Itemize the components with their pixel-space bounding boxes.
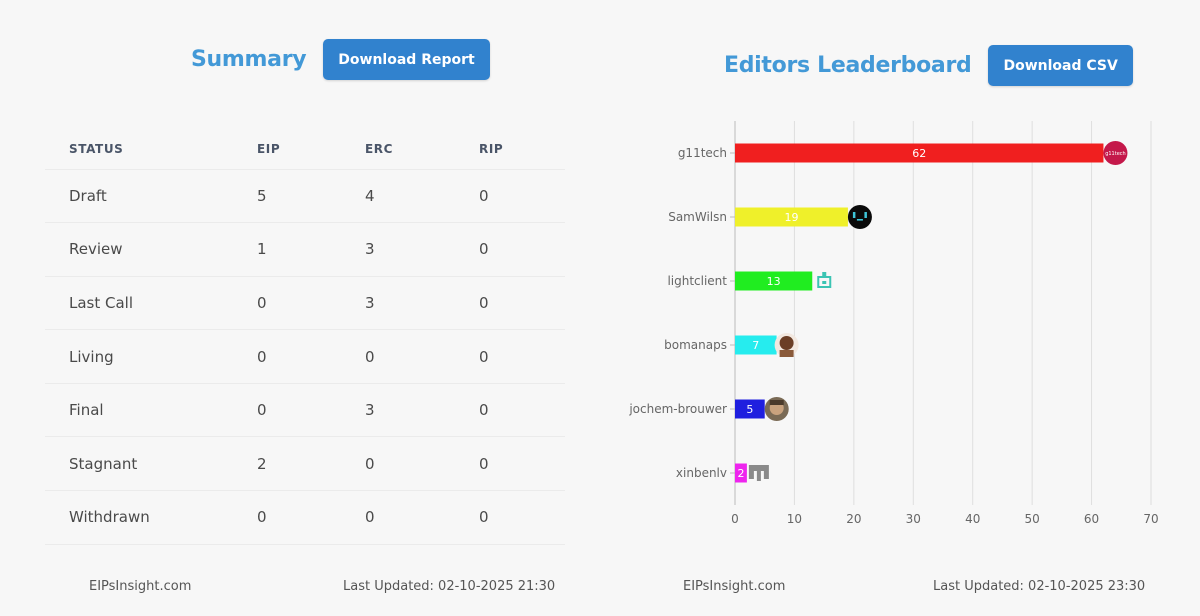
bar-value-label: 7 <box>752 339 759 352</box>
x-tick-label: 40 <box>965 512 980 526</box>
cell-rip: 0 <box>455 169 565 224</box>
cell-rip: 0 <box>455 222 565 277</box>
avatar-SamWilsn <box>847 205 872 229</box>
leaderboard-title: Editors Leaderboard <box>724 53 972 78</box>
cell-erc: 0 <box>341 329 455 384</box>
y-tick-label: SamWilsn <box>668 210 727 224</box>
cell-eip: 2 <box>233 436 341 492</box>
cell-rip: 0 <box>455 436 565 492</box>
cell-status: Withdrawn <box>45 490 233 545</box>
summary-table: STATUS EIP ERC RIP Draft 5 4 0 Review 1 3 0 Last… <box>45 129 565 545</box>
y-tick-label: xinbenlv <box>676 466 727 480</box>
avatar-bomanaps <box>774 333 799 357</box>
cell-erc: 0 <box>341 436 455 492</box>
cell-eip: 0 <box>233 490 341 545</box>
cell-eip: 1 <box>233 222 341 277</box>
table-row: Withdrawn 0 0 0 <box>45 490 565 545</box>
cell-rip: 0 <box>455 490 565 545</box>
cell-eip: 0 <box>233 276 341 331</box>
cell-rip: 0 <box>455 329 565 384</box>
column-header-eip: EIP <box>233 129 341 170</box>
leaderboard-footer-site: EIPsInsight.com <box>683 579 786 594</box>
cell-erc: 4 <box>341 169 455 224</box>
table-row: Stagnant 2 0 0 <box>45 436 565 492</box>
bar-lightclient <box>735 271 813 291</box>
avatar-g11tech: g11tech <box>1103 141 1128 165</box>
avatar-xinbenlv <box>748 465 769 481</box>
table-row: Draft 5 4 0 <box>45 169 565 224</box>
bar-value-label: 62 <box>912 147 926 160</box>
y-tick-label: jochem-brouwer <box>628 402 727 416</box>
cell-status: Final <box>45 383 233 438</box>
avatar-lightclient <box>817 272 832 288</box>
cell-rip: 0 <box>455 276 565 331</box>
cell-eip: 0 <box>233 383 341 438</box>
y-tick-label: lightclient <box>667 274 727 288</box>
bar-xinbenlv <box>735 463 747 483</box>
bar-SamWilsn <box>735 207 848 227</box>
editors-bar-chart: 0 10 20 30 40 50 60 70 g11tech 62 g11tech SamWilsn 1… <box>628 121 1159 526</box>
cell-erc: 3 <box>341 276 455 331</box>
leaderboard-panel: Editors Leaderboard Download CSV 0 10 20 30… <box>600 0 1200 616</box>
summary-header: Summary Download Report <box>191 39 490 80</box>
x-tick-label: 30 <box>906 512 921 526</box>
x-tick-label: 20 <box>846 512 861 526</box>
table-row: Final 0 3 0 <box>45 383 565 438</box>
column-header-erc: ERC <box>341 129 455 170</box>
table-body: Draft 5 4 0 Review 1 3 0 Last Call 0 3 0 Living 0 0 0 Fi… <box>45 169 565 545</box>
table-row: Living 0 0 0 <box>45 329 565 384</box>
leaderboard-footer-updated: Last Updated: 02-10-2025 23:30 <box>933 579 1146 594</box>
download-csv-button[interactable]: Download CSV <box>988 45 1133 86</box>
y-tick-label: g11tech <box>678 146 727 160</box>
leaderboard-header: Editors Leaderboard Download CSV <box>724 45 1133 86</box>
cell-rip: 0 <box>455 383 565 438</box>
table-row: Review 1 3 0 <box>45 222 565 277</box>
cell-erc: 3 <box>341 383 455 438</box>
bar-value-label: 2 <box>737 467 744 480</box>
cell-status: Last Call <box>45 276 233 331</box>
svg-text:g11tech: g11tech <box>1105 151 1126 157</box>
summary-panel: Summary Download Report STATUS EIP ERC R… <box>45 39 565 594</box>
bar-bomanaps <box>735 335 777 355</box>
summary-title: Summary <box>191 47 307 72</box>
download-report-button[interactable]: Download Report <box>323 39 490 80</box>
bar-value-label: 5 <box>746 403 753 416</box>
cell-status: Review <box>45 222 233 277</box>
cell-eip: 5 <box>233 169 341 224</box>
cell-erc: 0 <box>341 490 455 545</box>
summary-footer-updated: Last Updated: 02-10-2025 21:30 <box>343 579 556 594</box>
bar-value-label: 13 <box>767 275 781 288</box>
bar-g11tech <box>735 143 1104 163</box>
cell-eip: 0 <box>233 329 341 384</box>
column-header-status: STATUS <box>45 129 233 170</box>
x-tick-label: 0 <box>731 512 739 526</box>
x-tick-label: 10 <box>787 512 802 526</box>
avatar-jochem-brouwer <box>764 397 789 421</box>
bar-jochem-brouwer <box>735 399 765 419</box>
column-header-rip: RIP <box>455 129 565 170</box>
x-tick-label: 70 <box>1143 512 1158 526</box>
bar-value-label: 19 <box>784 211 798 224</box>
y-tick-label: bomanaps <box>664 338 727 352</box>
cell-status: Draft <box>45 169 233 224</box>
summary-footer-site: EIPsInsight.com <box>89 579 192 594</box>
cell-status: Stagnant <box>45 436 233 492</box>
table-row: Last Call 0 3 0 <box>45 276 565 331</box>
x-tick-label: 50 <box>1025 512 1040 526</box>
x-tick-label: 60 <box>1084 512 1099 526</box>
cell-erc: 3 <box>341 222 455 277</box>
cell-status: Living <box>45 329 233 384</box>
table-header-row: STATUS EIP ERC RIP <box>45 129 565 170</box>
